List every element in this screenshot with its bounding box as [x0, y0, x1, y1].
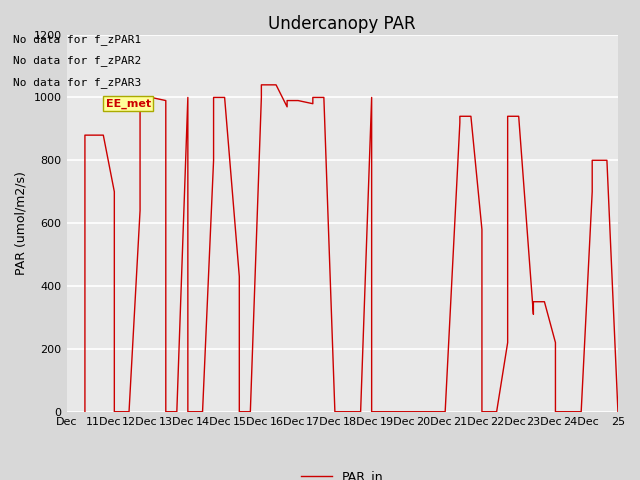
- Text: No data for f_zPAR2: No data for f_zPAR2: [13, 55, 141, 66]
- Text: No data for f_zPAR1: No data for f_zPAR1: [13, 34, 141, 45]
- Line: PAR_in: PAR_in: [85, 85, 618, 412]
- Text: EE_met: EE_met: [106, 98, 151, 108]
- Title: Undercanopy PAR: Undercanopy PAR: [268, 15, 416, 33]
- PAR_in: [552, 409, 559, 415]
- Legend: PAR_in: PAR_in: [296, 466, 388, 480]
- PAR_in: [136, 208, 144, 214]
- PAR_in: [81, 409, 89, 415]
- PAR_in: [162, 409, 170, 415]
- Y-axis label: PAR (umol/m2/s): PAR (umol/m2/s): [15, 171, 28, 275]
- PAR_in: [257, 82, 265, 88]
- PAR_in: [614, 409, 622, 415]
- PAR_in: [603, 157, 611, 163]
- PAR_in: [184, 409, 192, 415]
- Text: No data for f_zPAR3: No data for f_zPAR3: [13, 77, 141, 88]
- PAR_in: [246, 409, 254, 415]
